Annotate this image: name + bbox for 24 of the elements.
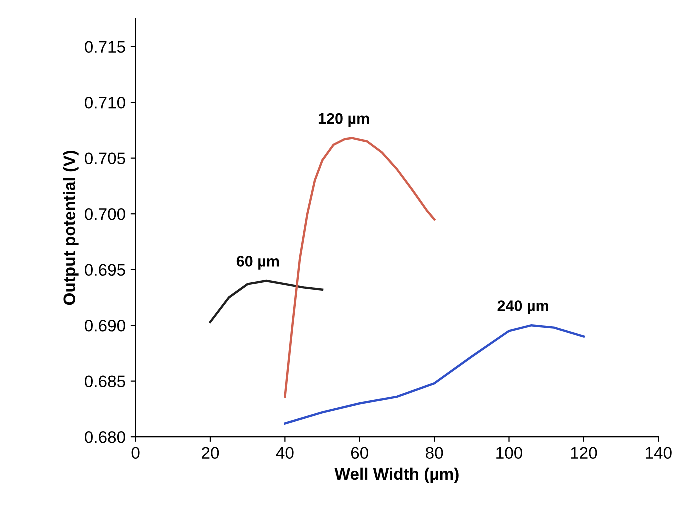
x-tick-label: 20 — [202, 447, 220, 460]
y-tick-label: 0.705 — [85, 152, 126, 165]
y-tick-label: 0.680 — [85, 431, 126, 444]
y-tick-label: 0.715 — [85, 41, 126, 54]
y-tick-label: 0.690 — [85, 320, 126, 332]
series-label: 120 µm — [318, 113, 370, 128]
x-axis-title: Well Width (µm) — [334, 468, 459, 484]
x-tick-label: 140 — [646, 447, 672, 460]
y-tick-label: 0.685 — [85, 376, 126, 388]
y-tick-label: 0.700 — [85, 208, 126, 220]
x-tick-label: 100 — [496, 447, 523, 460]
x-tick-label: 0 — [132, 447, 140, 460]
x-tick-label: 80 — [426, 447, 444, 460]
series-label: 240 µm — [498, 300, 548, 314]
y-axis-title: Output potential (V) — [63, 151, 79, 306]
line-series — [209, 280, 324, 324]
x-tick-label: 40 — [276, 447, 294, 460]
x-tick-label: 60 — [351, 447, 368, 460]
line-series — [284, 137, 436, 398]
x-tick-label: 120 — [571, 447, 598, 460]
series-label: 60 µm — [236, 256, 280, 270]
y-tick-label: 0.695 — [85, 264, 126, 276]
line-series — [284, 324, 586, 425]
y-tick-label: 0.710 — [85, 97, 126, 109]
